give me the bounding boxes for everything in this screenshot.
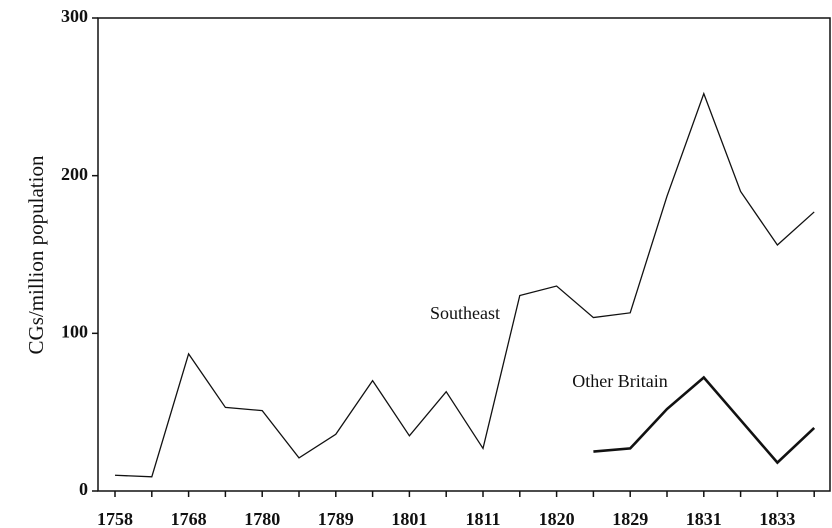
series-line xyxy=(593,375,816,465)
x-tick-label: 1758 xyxy=(97,509,133,528)
y-tick-label: 100 xyxy=(61,321,88,341)
plot-frame xyxy=(97,17,831,492)
x-tick-label: 1801 xyxy=(391,509,427,528)
x-tick-label: 1833 xyxy=(759,509,795,528)
series-label: Other Britain xyxy=(572,371,667,391)
x-tick-label: 1789 xyxy=(318,509,354,528)
y-tick-label: 300 xyxy=(61,6,88,26)
x-tick-label: 1780 xyxy=(244,509,280,528)
y-tick-label: 0 xyxy=(79,479,88,499)
x-tick-label: 1820 xyxy=(539,509,575,528)
series-label: Southeast xyxy=(430,303,500,323)
y-axis-label: CGs/million population xyxy=(24,155,48,354)
series-line xyxy=(114,91,815,478)
x-tick-label: 1768 xyxy=(171,509,207,528)
x-tick-label: 1829 xyxy=(612,509,648,528)
x-tick-label: 1811 xyxy=(465,509,500,528)
y-tick-label: 200 xyxy=(61,164,88,184)
x-tick-label: 1831 xyxy=(686,509,722,528)
